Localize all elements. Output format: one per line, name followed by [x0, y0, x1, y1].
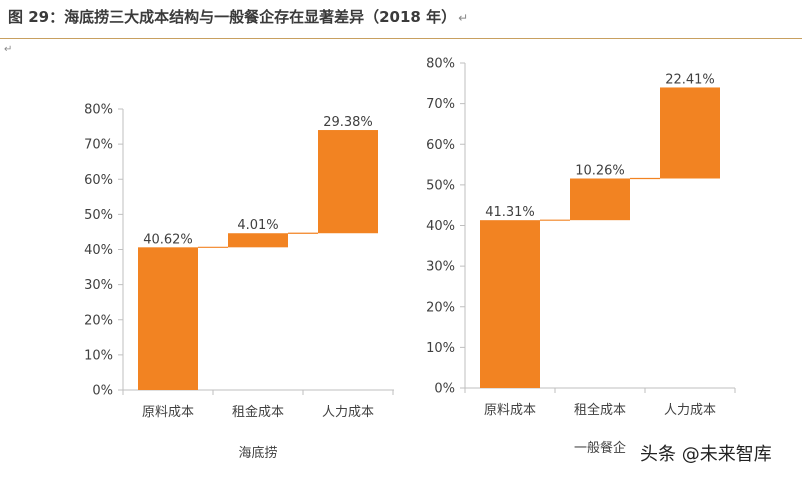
left-category-label-1: 原料成本	[142, 405, 194, 420]
left-y-tick-label: 10%	[84, 348, 113, 363]
figure-title-text: 图 29：海底捞三大成本结构与一般餐企存在显著差异（2018 年）	[8, 8, 457, 26]
left-y-tick-label: 50%	[84, 208, 113, 223]
left-y-tick-label: 70%	[84, 138, 113, 153]
right-y-tick-label: 20%	[426, 300, 455, 315]
right-category-label-1: 原料成本	[484, 403, 536, 418]
left-data-label-2: 4.01%	[237, 218, 278, 233]
left-x-axis-name: 海底捞	[238, 445, 277, 461]
left-bar-2	[228, 233, 288, 248]
left-y-tick-label: 0%	[92, 384, 113, 399]
right-y-tick-label: 0%	[434, 382, 455, 397]
left-y-tick-label: 20%	[84, 313, 113, 328]
right-data-label-3: 22.41%	[665, 72, 715, 87]
left-category-label-2: 租金成本	[232, 404, 284, 420]
right-y-tick-label: 40%	[426, 219, 455, 234]
right-y-tick-label: 60%	[426, 138, 455, 153]
return-mark-icon: ↵	[458, 11, 469, 25]
left-data-label-3: 29.38%	[323, 115, 373, 130]
right-category-label-2: 租全成本	[574, 402, 626, 418]
left-bar-3	[318, 130, 378, 234]
left-y-tick-label: 30%	[84, 278, 113, 293]
right-y-tick-label: 70%	[426, 97, 455, 112]
watermark: 头条 @未来智库	[640, 444, 772, 465]
right-data-label-2: 10.26%	[575, 163, 625, 178]
left-bar-1	[138, 247, 198, 390]
right-y-tick-label: 50%	[426, 178, 455, 193]
right-y-tick-label: 30%	[426, 260, 455, 275]
right-y-tick-label: 80%	[426, 57, 455, 72]
left-y-tick-label: 40%	[84, 243, 113, 258]
paragraph-mark-icon: ↵	[4, 44, 13, 55]
right-bar-3	[660, 87, 720, 179]
left-data-label-1: 40.62%	[143, 232, 193, 247]
right-bar-1	[480, 220, 540, 388]
right-y-tick-label: 10%	[426, 341, 455, 356]
left-y-tick-label: 60%	[84, 173, 113, 188]
left-y-tick-label: 80%	[84, 103, 113, 118]
left-category-label-3: 人力成本	[322, 405, 374, 420]
right-category-label-3: 人力成本	[664, 403, 716, 418]
figure-title: 图 29：海底捞三大成本结构与一般餐企存在显著差异（2018 年） ↵	[8, 6, 468, 27]
title-rule	[0, 38, 802, 39]
right-bar-2	[570, 178, 630, 221]
right-data-label-1: 41.31%	[485, 205, 535, 220]
right-x-axis-name: 一般餐企	[574, 440, 626, 456]
